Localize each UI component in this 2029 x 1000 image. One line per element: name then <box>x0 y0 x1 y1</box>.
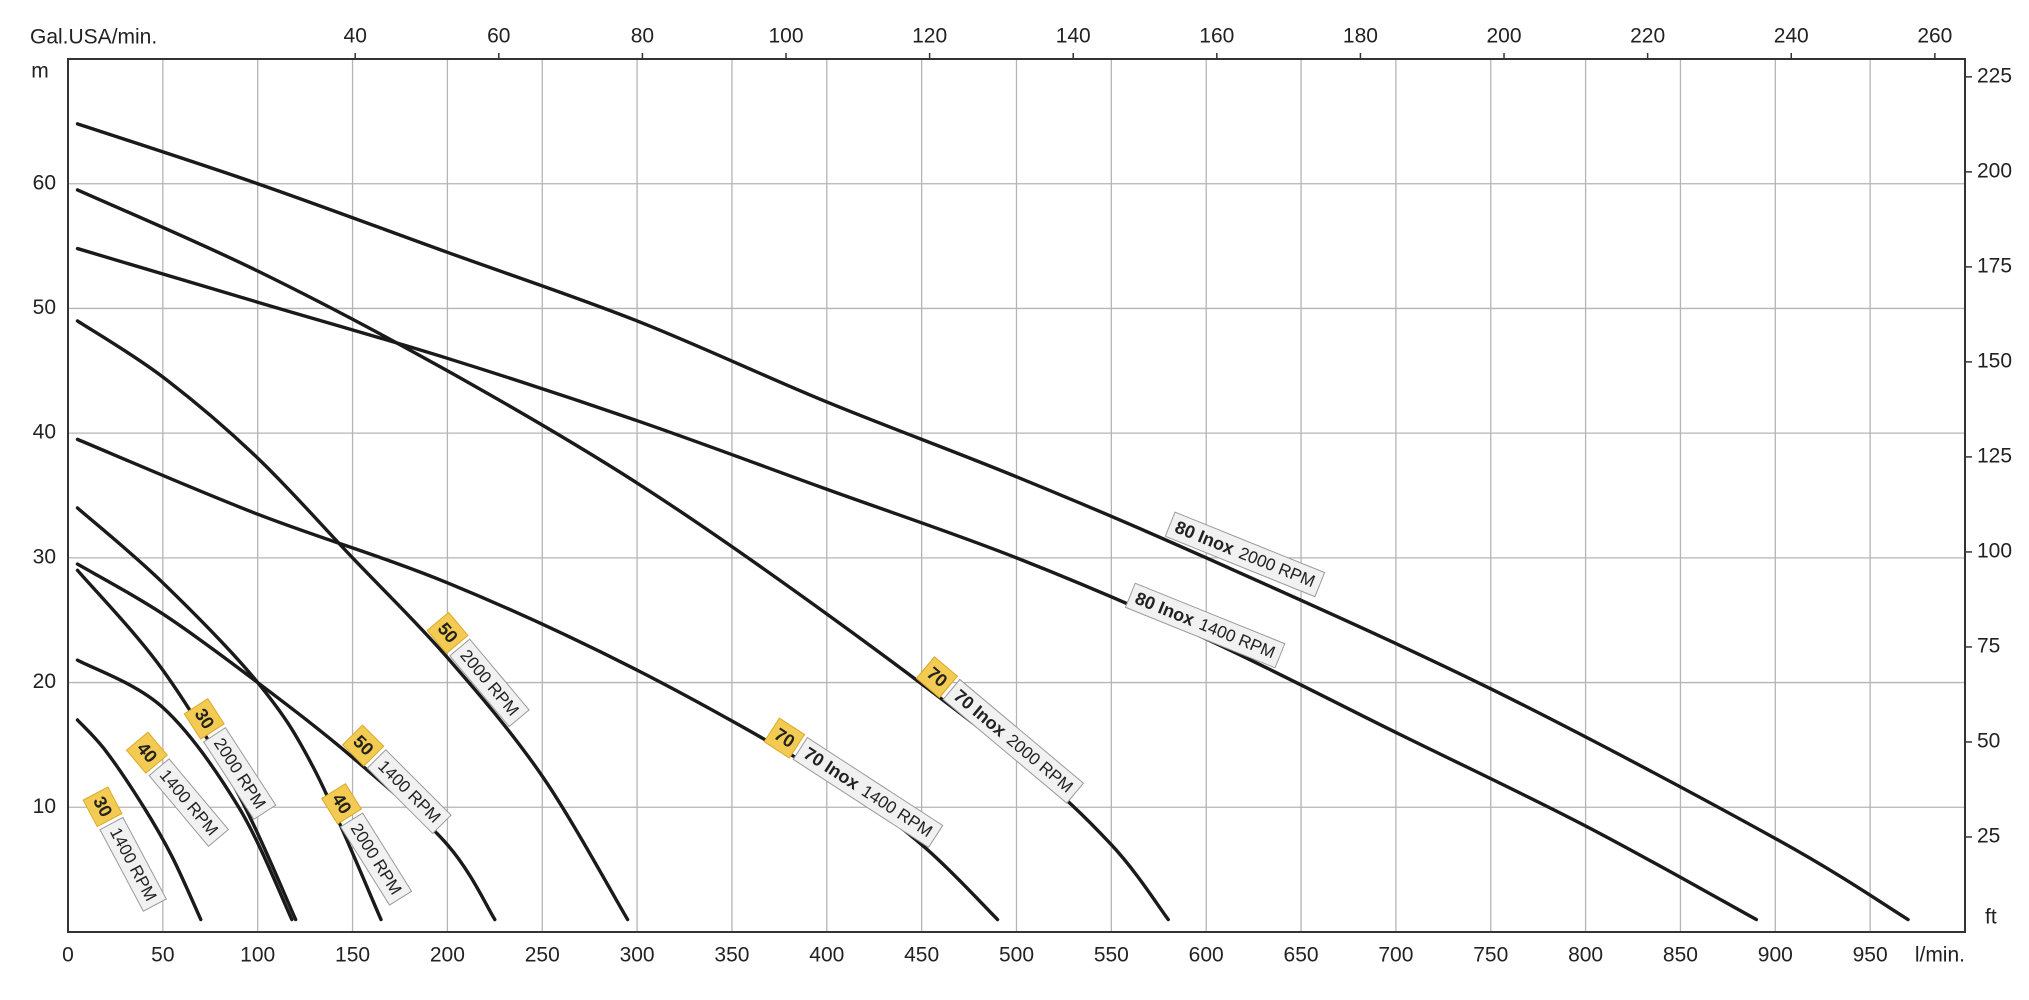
label-box <box>449 638 530 728</box>
x2-tick-label: 200 <box>1487 25 1522 48</box>
x2-tick-label: 100 <box>768 25 803 48</box>
y2-tick-label: 50 <box>1977 730 2000 753</box>
label-box <box>148 758 230 848</box>
y-tick-label: 20 <box>33 670 56 693</box>
x2-tick-label: 220 <box>1630 25 1665 48</box>
pump-curve <box>75 319 630 922</box>
x2-tick-label: 60 <box>487 25 510 48</box>
label-box <box>942 678 1085 804</box>
badge-box <box>341 724 385 767</box>
x2-tick-label: 260 <box>1917 25 1952 48</box>
y2-tick-label: 25 <box>1977 825 2000 848</box>
y2-tick-label: 200 <box>1977 159 2012 182</box>
x-tick-label: 400 <box>809 944 844 967</box>
rpm-text: 1400 RPM <box>156 766 222 840</box>
badge-box <box>82 786 123 828</box>
x2-tick-label: 80 <box>631 25 654 48</box>
pump-curve <box>75 122 1910 922</box>
badge-box <box>426 611 469 655</box>
x-tick-label: 500 <box>999 944 1034 967</box>
pump-curve <box>75 437 1000 922</box>
pump-curve <box>75 562 497 922</box>
label-box <box>1164 511 1326 598</box>
x2-tick-label: 120 <box>912 25 947 48</box>
x-tick-label: 200 <box>430 944 465 967</box>
x-tick-label: 250 <box>525 944 560 967</box>
x-tick-label: 450 <box>904 944 939 967</box>
x2-tick-label: 40 <box>344 25 367 48</box>
badge-box <box>183 697 225 740</box>
x-tick-label: 800 <box>1568 944 1603 967</box>
y2-tick-label: 125 <box>1977 444 2012 467</box>
rpm-text: 2000 RPM <box>1003 730 1077 796</box>
y-tick-label: 50 <box>33 296 56 319</box>
y-axis-label: m <box>31 60 49 83</box>
x2-axis-label: Gal.USA/min. <box>30 26 157 49</box>
plot-frame <box>67 58 1966 933</box>
pump-curve <box>75 718 203 922</box>
y-tick-label: 30 <box>33 545 56 568</box>
label-box <box>1124 582 1286 669</box>
rpm-text: 1400 RPM <box>858 781 936 841</box>
y-tick-label: 40 <box>33 421 56 444</box>
x-tick-label: 550 <box>1094 944 1129 967</box>
y2-axis-label: ft <box>1985 906 1997 929</box>
y-tick-label: 10 <box>33 795 56 818</box>
x-tick-label: 600 <box>1189 944 1224 967</box>
x-axis-label: l/min. <box>1915 944 1965 967</box>
badge-box <box>763 717 806 759</box>
label-box <box>366 749 452 835</box>
x-tick-label: 750 <box>1473 944 1508 967</box>
x2-tick-label: 240 <box>1774 25 1809 48</box>
x2-tick-label: 180 <box>1343 25 1378 48</box>
x-tick-label: 950 <box>1853 944 1888 967</box>
y-tick-label: 60 <box>33 171 56 194</box>
x-tick-label: 350 <box>714 944 749 967</box>
y2-tick-label: 75 <box>1977 635 2000 658</box>
badge-box <box>321 782 363 825</box>
label-box <box>99 816 167 912</box>
label-box <box>339 812 413 906</box>
pump-curve <box>75 188 1170 922</box>
y2-tick-label: 225 <box>1977 64 2012 87</box>
pump-curve <box>75 658 294 922</box>
badge-box <box>125 731 168 774</box>
pump-curve <box>75 568 298 922</box>
pump-curve <box>75 246 1759 922</box>
x-tick-label: 900 <box>1758 944 1793 967</box>
x2-tick-label: 140 <box>1056 25 1091 48</box>
x-tick-label: 650 <box>1284 944 1319 967</box>
x-tick-label: 700 <box>1378 944 1413 967</box>
x-tick-label: 50 <box>151 944 174 967</box>
x-tick-label: 300 <box>620 944 655 967</box>
x2-tick-label: 160 <box>1199 25 1234 48</box>
x-tick-label: 100 <box>240 944 275 967</box>
x-tick-label: 0 <box>62 944 74 967</box>
label-box <box>202 727 277 820</box>
x-tick-label: 150 <box>335 944 370 967</box>
y2-tick-label: 175 <box>1977 254 2012 277</box>
y2-tick-label: 100 <box>1977 539 2012 562</box>
rpm-text: 1400 RPM <box>374 757 444 827</box>
badge-box <box>915 656 959 699</box>
x-tick-label: 850 <box>1663 944 1698 967</box>
label-box <box>792 736 944 848</box>
y2-tick-label: 150 <box>1977 349 2012 372</box>
